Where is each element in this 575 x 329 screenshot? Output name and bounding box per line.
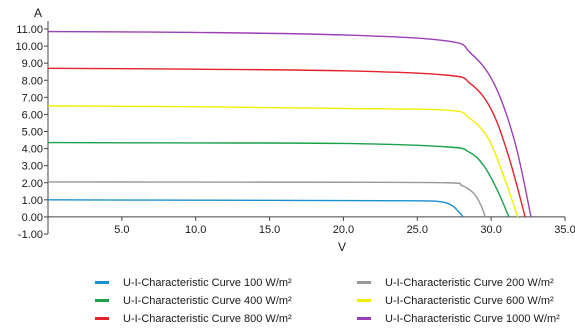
legend-item-200: U-I-Characteristic Curve 200 W/m² — [357, 274, 565, 291]
x-tick-label: 35.0 — [554, 224, 575, 236]
series-line-0 — [47, 199, 464, 218]
series-group — [47, 30, 532, 218]
y-tick-label: 3.00 — [22, 161, 43, 173]
series-line-1 — [47, 181, 486, 218]
y-tick-label: 0.00 — [22, 212, 43, 224]
legend-label-1000: U-I-Characteristic Curve 1000 W/m² — [385, 312, 560, 325]
y-tick-label: 4.00 — [22, 144, 43, 156]
legend-label-200: U-I-Characteristic Curve 200 W/m² — [385, 276, 554, 289]
legend-swatch-200 — [357, 281, 371, 284]
x-tick-label: 25.0 — [407, 224, 428, 236]
y-tick-label: 1.00 — [22, 195, 43, 207]
y-tick-label: 5.00 — [22, 127, 43, 139]
legend-label-400: U-I-Characteristic Curve 400 W/m² — [123, 294, 292, 307]
x-tick-label: 15.0 — [259, 224, 280, 236]
y-tick-label: 11.00 — [16, 24, 43, 36]
y-axis-label: A — [34, 6, 42, 20]
legend-item-100: U-I-Characteristic Curve 100 W/m² — [95, 274, 357, 291]
y-tick-label: -1.00 — [18, 229, 43, 241]
legend-label-100: U-I-Characteristic Curve 100 W/m² — [123, 276, 292, 289]
y-tick-label: 2.00 — [22, 178, 43, 190]
legend-swatch-600 — [357, 299, 371, 302]
legend-label-800: U-I-Characteristic Curve 800 W/m² — [123, 312, 292, 325]
legend-swatch-400 — [95, 299, 109, 302]
y-tick-label: 8.00 — [22, 75, 43, 87]
y-tick-label: 6.00 — [22, 109, 43, 121]
legend-swatch-100 — [95, 281, 109, 284]
y-tick-label: 10.00 — [15, 41, 43, 53]
x-tick-label: 30.0 — [480, 224, 501, 236]
legend-item-1000: U-I-Characteristic Curve 1000 W/m² — [357, 310, 565, 327]
legend-label-600: U-I-Characteristic Curve 600 W/m² — [385, 294, 554, 307]
legend: U-I-Characteristic Curve 100 W/m² U-I-Ch… — [95, 274, 565, 327]
legend-item-600: U-I-Characteristic Curve 600 W/m² — [357, 292, 565, 309]
axes-group: -1.00 0.00 1.00 2.00 3.00 4.00 5.00 6.00 7.00 8.0… — [15, 21, 575, 241]
legend-swatch-1000 — [357, 317, 371, 320]
x-axis-label: V — [338, 240, 346, 254]
series-line-5 — [47, 30, 532, 218]
legend-swatch-800 — [95, 317, 109, 320]
y-tick-label: 9.00 — [22, 58, 43, 70]
series-line-2 — [47, 141, 510, 218]
legend-item-400: U-I-Characteristic Curve 400 W/m² — [95, 292, 357, 309]
series-line-3 — [47, 105, 519, 218]
legend-item-800: U-I-Characteristic Curve 800 W/m² — [95, 310, 357, 327]
series-line-4 — [47, 67, 526, 218]
x-tick-label: 10.0 — [185, 224, 206, 236]
x-tick-label: 20.0 — [333, 224, 354, 236]
x-tick-label: 5.0 — [114, 224, 129, 236]
y-tick-label: 7.00 — [22, 92, 43, 104]
